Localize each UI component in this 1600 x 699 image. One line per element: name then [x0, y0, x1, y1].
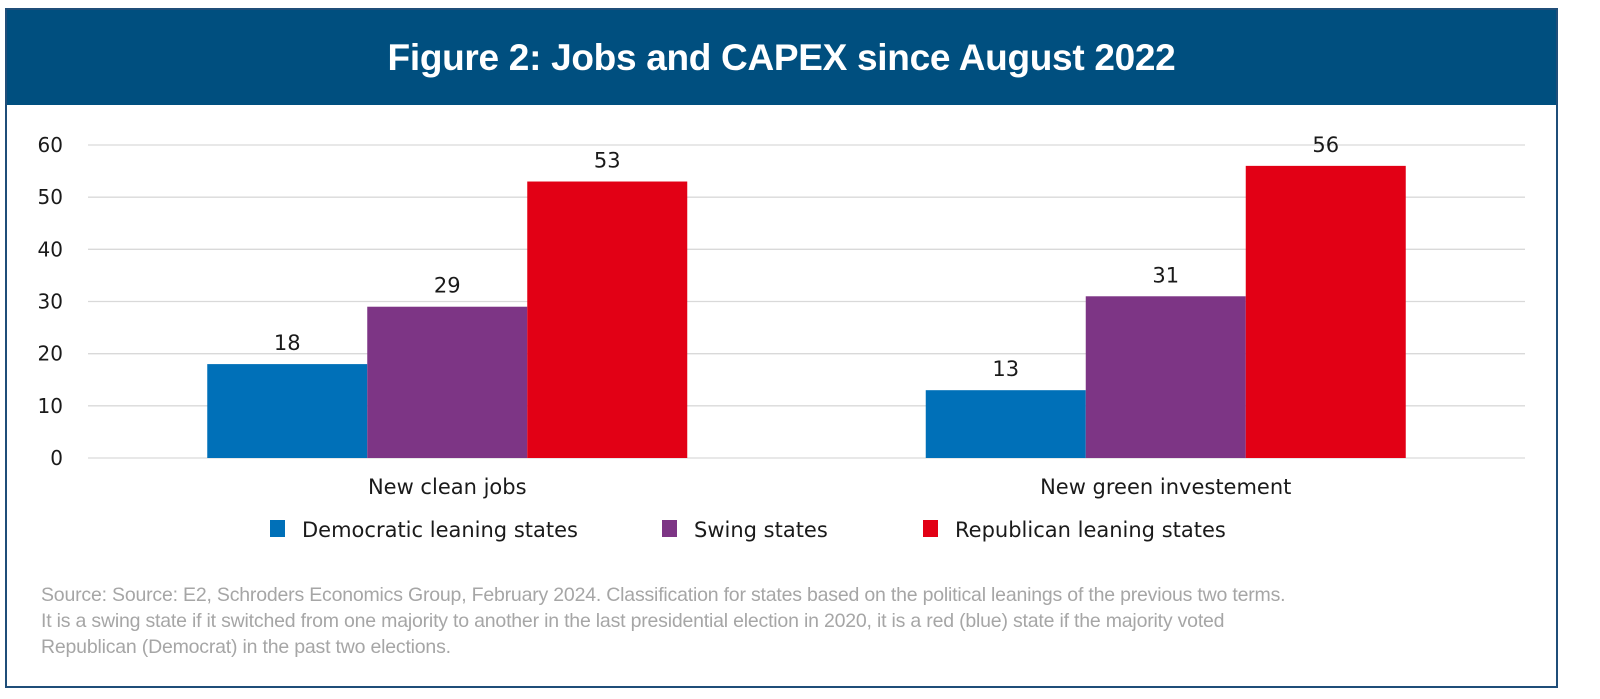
legend-swatch: [662, 520, 677, 537]
y-tick-label: 10: [38, 394, 63, 418]
source-line: Source: Source: E2, Schroders Economics …: [41, 584, 1286, 606]
legend-swatch: [923, 520, 938, 537]
legend: Democratic leaning states Swing states Rep…: [270, 518, 1226, 542]
legend-label: Republican leaning states: [955, 518, 1226, 542]
y-tick-label: 60: [38, 133, 63, 157]
legend-swatch: [270, 520, 285, 537]
data-labels: 18 29 53 13 31 56: [274, 133, 1339, 381]
category-labels: New clean jobs New green investement: [368, 475, 1291, 499]
source-note: Source: Source: E2, Schroders Economics …: [41, 582, 1541, 660]
legend-label: Swing states: [694, 518, 828, 542]
data-label: 56: [1312, 133, 1339, 157]
data-label: 31: [1152, 263, 1179, 287]
data-label: 29: [434, 274, 461, 298]
figure-header: Figure 2: Jobs and CAPEX since August 20…: [7, 10, 1556, 105]
bars: [207, 165, 1406, 458]
bar-republican-leaning-states-1: [1245, 165, 1406, 458]
data-label: 18: [274, 331, 301, 355]
source-line: It is a swing state if it switched from …: [41, 610, 1225, 632]
bar-swing-states-0: [367, 306, 528, 458]
y-tick-label: 30: [38, 290, 63, 314]
legend-item: Swing states: [662, 518, 828, 542]
y-tick-label: 20: [38, 342, 63, 366]
y-tick-label: 40: [38, 237, 63, 261]
data-label: 53: [594, 149, 621, 173]
category-label: New clean jobs: [368, 475, 527, 499]
y-tick-label: 0: [50, 446, 63, 470]
y-axis-ticks: 0 10 20 30 40 50 60: [38, 133, 63, 470]
legend-item: Republican leaning states: [923, 518, 1226, 542]
data-label: 13: [992, 357, 1019, 381]
bar-republican-leaning-states-0: [527, 181, 688, 458]
source-line: Republican (Democrat) in the past two el…: [41, 636, 451, 658]
y-tick-label: 50: [38, 185, 63, 209]
bar-swing-states-1: [1085, 296, 1246, 458]
bar-democratic-leaning-states-0: [207, 364, 368, 458]
legend-label: Democratic leaning states: [302, 518, 578, 542]
bar-democratic-leaning-states-1: [925, 390, 1086, 458]
category-label: New green investement: [1040, 475, 1291, 499]
legend-item: Democratic leaning states: [270, 518, 578, 542]
figure-title: Figure 2: Jobs and CAPEX since August 20…: [387, 36, 1176, 78]
